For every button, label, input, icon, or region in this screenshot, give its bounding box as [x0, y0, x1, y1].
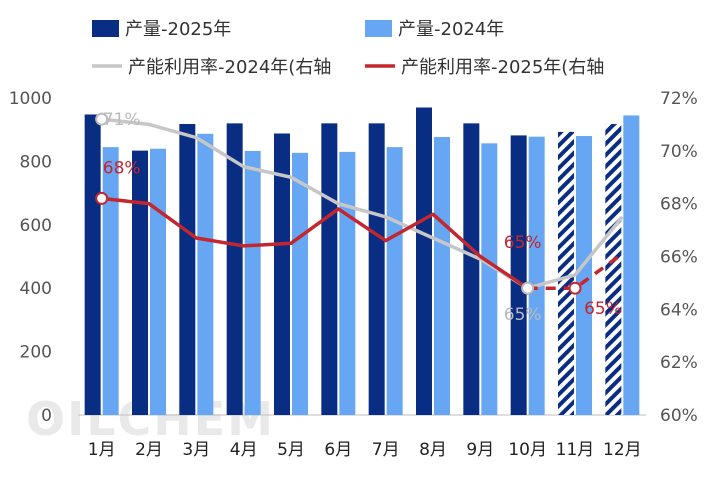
x-tick-label: 11月	[556, 440, 595, 460]
x-tick-label: 9月	[466, 440, 494, 460]
bar-2024	[292, 152, 308, 415]
bar-2024	[197, 133, 214, 416]
legend-label: 产能利用率-2024年(右轴	[128, 57, 331, 78]
bar-2025	[84, 114, 101, 415]
x-tick-label: 2月	[135, 440, 163, 460]
y-right-tick-label: 64%	[660, 300, 698, 320]
data-label: 71%	[103, 110, 141, 130]
legend-swatch	[92, 20, 119, 37]
y-left-tick-label: 0	[41, 406, 52, 426]
bar-2024	[386, 147, 403, 415]
y-right-tick-label: 66%	[660, 248, 698, 268]
x-tick-label: 3月	[182, 440, 210, 460]
legend-label: 产量-2025年	[125, 19, 231, 40]
data-label: 68%	[103, 158, 141, 178]
bars	[84, 107, 640, 416]
y-left-tick-label: 400	[20, 279, 52, 299]
y-left-tick-label: 800	[20, 152, 52, 172]
y-left-tick-label: 200	[20, 343, 52, 363]
y-left-tick-label: 1000	[9, 89, 52, 109]
y-right-tick-label: 68%	[660, 195, 698, 215]
x-tick-label: 10月	[508, 440, 547, 460]
bar-2024	[150, 148, 166, 415]
lines	[101, 117, 624, 290]
bar-2024	[102, 147, 119, 415]
bar-2024	[623, 115, 640, 415]
bar-2025	[463, 123, 480, 416]
y-right-tick-label: 70%	[660, 142, 698, 162]
bar-2024	[339, 151, 356, 415]
x-tick-label: 4月	[230, 440, 258, 460]
annotation-marker	[95, 112, 109, 126]
bar-2024	[481, 143, 498, 415]
legend-swatch	[365, 20, 392, 37]
bar-2024	[244, 150, 261, 415]
line-2024	[101, 117, 624, 290]
bar-2024	[434, 136, 450, 415]
x-tick-label: 1月	[88, 440, 116, 460]
x-tick-label: 8月	[419, 440, 447, 460]
y-right-tick-label: 62%	[660, 353, 698, 373]
axes: 0 200 400 600 800 1000 60% 62% 64% 66% 68% 70% 72% 1月…	[9, 89, 698, 460]
x-tick-label: 6月	[324, 440, 352, 460]
annotations: 71% 68% 65% 65% 65%	[95, 110, 622, 325]
bar-2024	[576, 136, 592, 416]
bar-2025	[132, 150, 148, 415]
bar-2025	[321, 123, 338, 416]
bar-2025	[510, 135, 527, 415]
bar-2025	[416, 107, 432, 415]
x-tick-label: 5月	[277, 440, 305, 460]
legend-label: 产量-2024年	[398, 19, 504, 40]
bar-2025	[226, 123, 243, 416]
y-right-tick-label: 72%	[660, 89, 698, 109]
data-label: 65%	[504, 305, 542, 325]
data-label: 65%	[504, 233, 542, 253]
bar-2024	[528, 136, 545, 415]
bar-2025	[274, 133, 290, 415]
data-label: 65%	[584, 299, 622, 319]
y-left-tick-label: 600	[20, 216, 52, 236]
annotation-marker	[568, 281, 582, 295]
annotation-marker	[521, 281, 535, 295]
bar-2025	[179, 123, 196, 415]
x-tick-label: 12月	[603, 440, 642, 460]
legend-label: 产能利用率-2025年(右轴	[401, 57, 604, 78]
bar-2025	[605, 123, 622, 415]
x-tick-label: 7月	[372, 440, 400, 460]
bar-2025	[368, 123, 385, 416]
annotation-marker	[95, 191, 109, 205]
line-2025	[101, 196, 529, 290]
y-right-tick-label: 60%	[660, 406, 698, 426]
bar-2025	[558, 131, 574, 415]
